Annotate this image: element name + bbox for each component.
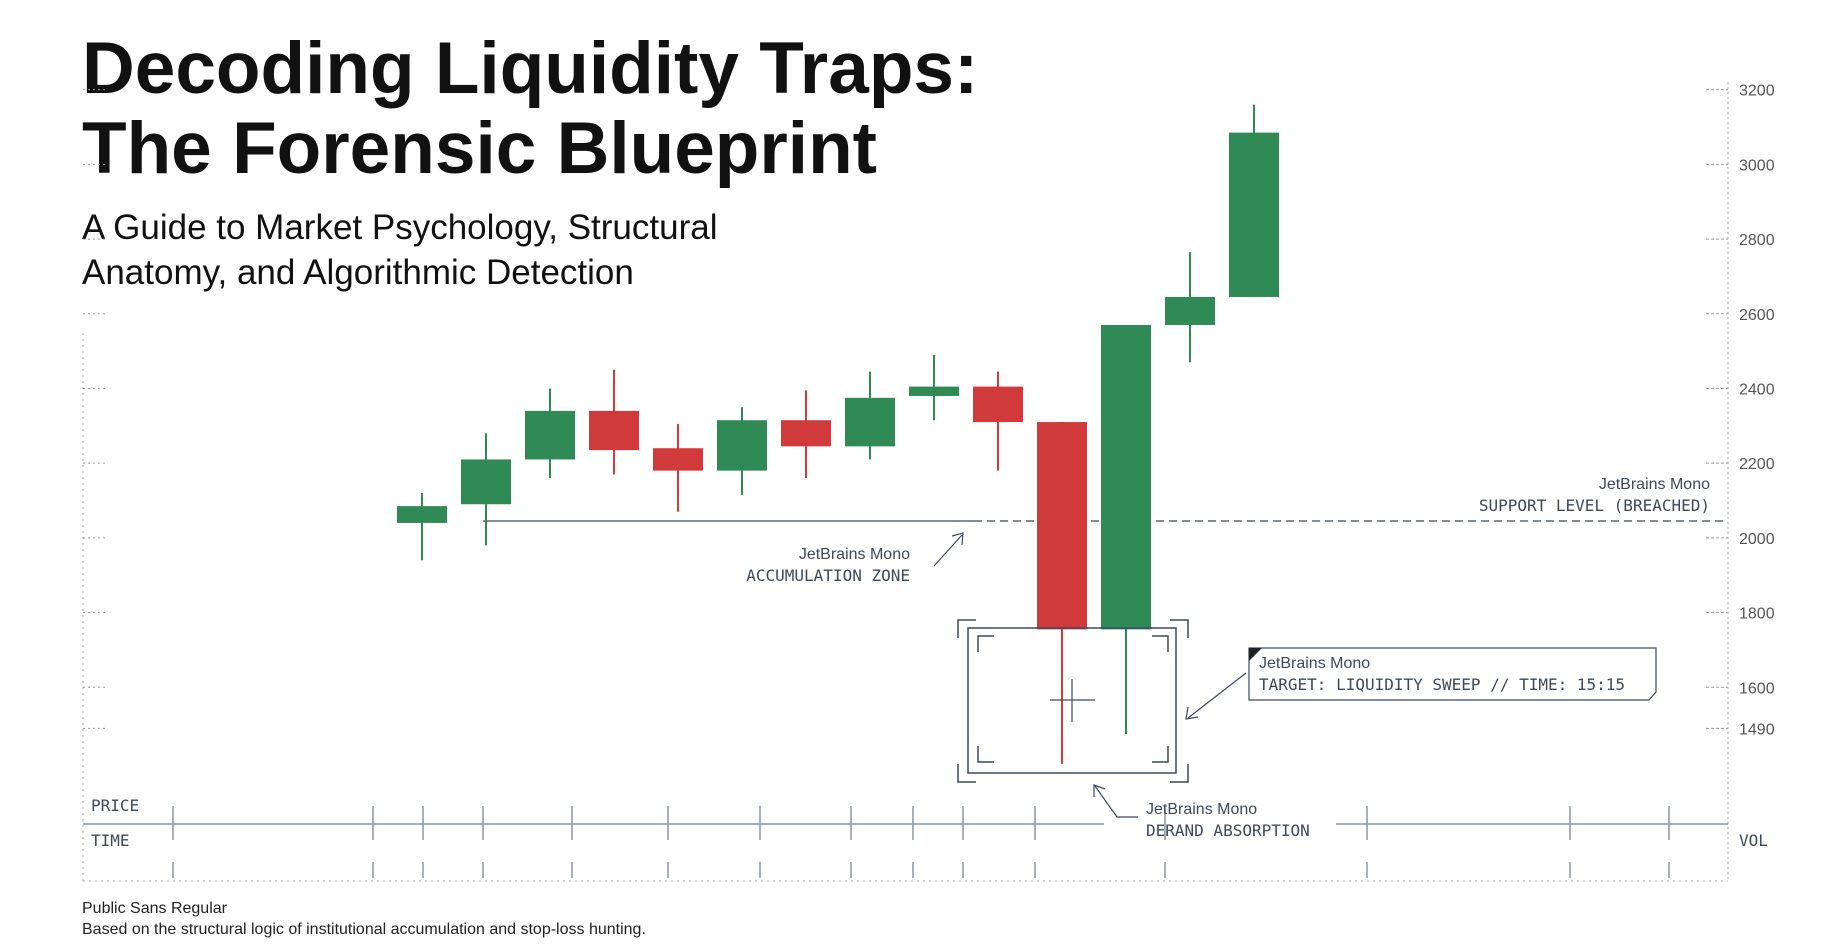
annotation-caption: JetBrains Mono [1146,801,1257,818]
box-corners [977,635,1169,763]
candle-body [1229,132,1279,297]
y-tick-label: 2000 [1739,531,1775,548]
candle-body [525,410,575,460]
y-tick-label: 2600 [1739,307,1775,324]
crosshair [1050,679,1095,722]
footer-caption: Public Sans Regular [82,900,228,917]
axis-label: PRICE [91,796,139,815]
arrow [1185,672,1247,720]
candle-body [589,410,639,451]
annotation-text: ACCUMULATION ZONE [746,566,910,585]
y-tick-label: 3000 [1739,157,1775,174]
callout-corner [1249,648,1262,661]
y-tick-label: 1490 [1739,721,1775,738]
annotation-caption: JetBrains Mono [1259,655,1370,672]
y-tick-label: 1800 [1739,606,1775,623]
candle-body [973,386,1023,423]
axis-label: TIME [91,831,130,850]
candle-body [1037,422,1087,630]
candle-body [461,459,511,505]
candle-body [845,397,895,447]
y-tick-label: 1600 [1739,680,1775,697]
candle-body [781,420,831,447]
y-tick-label: 2200 [1739,456,1775,473]
y-tick-label: 2800 [1739,232,1775,249]
axis-label: VOL [1739,831,1768,850]
time-ticks [172,806,1670,878]
sweep-box [967,627,1177,774]
box-corners [957,619,1189,783]
title-line: Decoding Liquidity Traps: [82,28,978,109]
title-line: The Forensic Blueprint [82,108,877,189]
annotation-caption: JetBrains Mono [1599,476,1710,493]
arrow [933,532,964,567]
subtitle-line: Anatomy, and Algorithmic Detection [82,253,634,292]
candle-body [1101,324,1151,630]
candle-body [717,420,767,471]
footer-text: Based on the structural logic of institu… [82,921,646,938]
plot: 1490 1600 1800 2000 2200 2400 2600 2800 3000 3200 [83,83,1775,764]
y-tick-label: 3200 [1739,83,1775,100]
y-tick-label: 2400 [1739,381,1775,398]
candle-body [1165,296,1215,325]
arrow [1093,784,1138,818]
subtitle-line: A Guide to Market Psychology, Structural [82,208,717,247]
candle-body [653,448,703,471]
annotation-text: DERAND ABSORPTION [1146,821,1310,840]
candle-body [909,386,959,396]
annotation-caption: JetBrains Mono [799,546,910,563]
candle-body [397,506,447,523]
annotation-text: TARGET: LIQUIDITY SWEEP // TIME: 15:15 [1259,675,1625,694]
annotation-text: SUPPORT LEVEL (BREACHED) [1479,496,1710,515]
